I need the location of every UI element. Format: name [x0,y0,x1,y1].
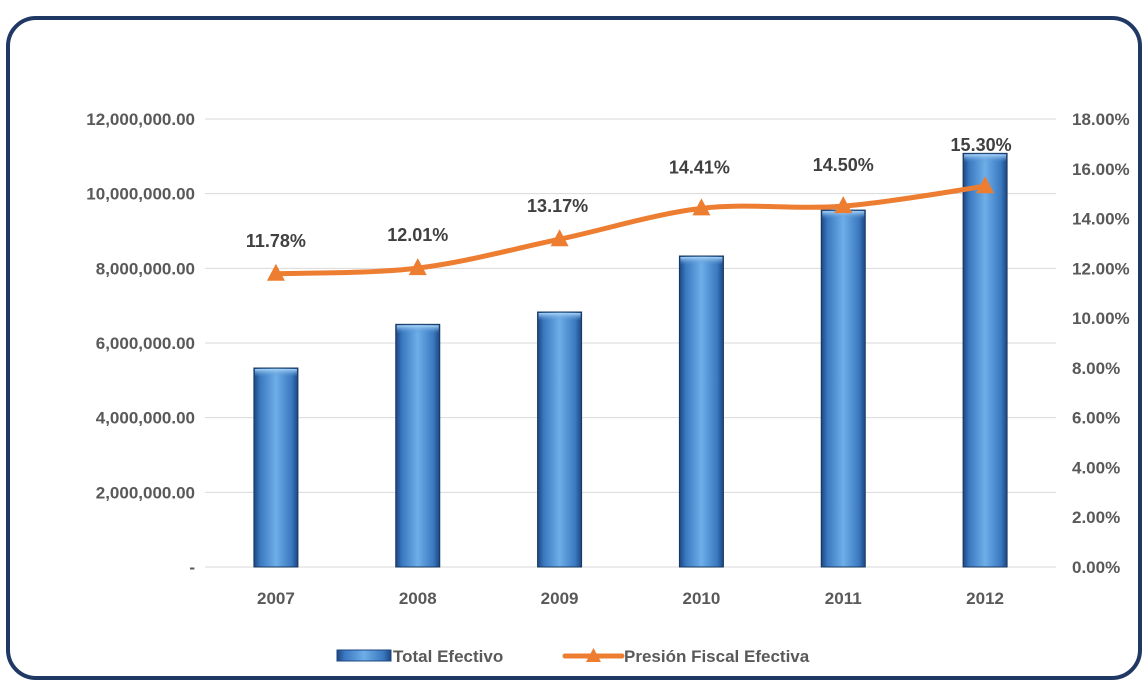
axis-labels: - 2,000,000.00 4,000,000.00 6,000,000.00 8,0… [86,110,1129,608]
line-marker-2012 [976,176,995,194]
right-axis-tick-label: 12.00% [1072,259,1130,278]
right-axis-tick-label: 0.00% [1072,558,1120,577]
left-axis-tick-label: 8,000,000.00 [96,259,195,278]
bar-body [820,209,866,568]
bar-bevel [396,325,439,334]
bar-bevel [822,211,865,220]
data-label: 12.01% [387,225,448,245]
legend-item-total-efectivo: Total Efectivo [336,647,503,666]
right-axis-tick-label: 2.00% [1072,508,1120,527]
bar-body [395,323,441,568]
data-label: 11.78% [246,231,306,251]
line-marker-2007 [266,263,285,281]
data-label: 14.50% [813,155,874,175]
legend-swatch-bar [336,649,392,662]
left-axis-tick-label: 10,000,000.00 [86,185,195,204]
right-axis-tick-label: 16.00% [1072,160,1130,179]
left-axis-tick-label: - [189,558,195,577]
x-axis-tick-label: 2007 [257,589,295,608]
bar-body [253,367,299,568]
x-axis-tick-label: 2008 [399,589,437,608]
x-axis-tick-label: 2012 [966,589,1004,608]
left-axis-tick-label: 4,000,000.00 [96,409,195,428]
data-label: 13.17% [527,196,588,216]
right-axis-tick-label: 14.00% [1072,210,1130,229]
bar-body [678,255,724,568]
bar-2010 [678,255,724,568]
bar-bevel [538,313,581,322]
bar-2011 [820,209,866,568]
data-label: 14.41% [669,157,730,177]
legend-swatch-marker [586,648,601,662]
legend-label-total-efectivo: Total Efectivo [393,647,503,666]
right-axis-tick-label: 6.00% [1072,409,1120,428]
bar-2008 [395,323,441,568]
data-label: 15.30% [951,135,1012,155]
line-presion-fiscal [273,183,988,277]
line-marker-2008 [408,258,427,276]
bar-bevel [254,369,297,378]
right-axis-tick-label: 10.00% [1072,309,1130,328]
line-series [266,176,995,281]
bar-bevel [680,257,723,266]
line-marker-2010 [692,198,711,216]
gridlines [205,118,1056,568]
left-axis-tick-label: 2,000,000.00 [96,483,195,502]
bar-2012 [962,152,1008,568]
right-axis-tick-label: 8.00% [1072,359,1120,378]
bar-bevel [964,154,1007,163]
right-axis-tick-label: 4.00% [1072,458,1120,477]
left-axis-tick-label: 6,000,000.00 [96,334,195,353]
left-axis-tick-label: 12,000,000.00 [86,110,195,129]
bar-series [253,152,1008,568]
data-labels: 11.78% 12.01% 13.17% 14.41% 14.50% 15.30% [246,135,1012,251]
line-marker-2011 [834,196,853,214]
x-axis-tick-label: 2009 [541,589,579,608]
legend-item-presion-fiscal: Presión Fiscal Efectiva [562,647,810,666]
legend: Total Efectivo Presión Fiscal Efectiva [336,647,810,666]
legend-label-presion-fiscal: Presión Fiscal Efectiva [624,647,810,666]
line-marker-2009 [550,229,569,247]
right-axis-tick-label: 18.00% [1072,110,1130,129]
bar-2009 [537,311,583,568]
bar-body [962,152,1008,568]
x-axis-tick-label: 2011 [825,589,862,608]
bar-body [537,311,583,568]
x-axis-tick-label: 2010 [683,589,721,608]
bar-2007 [253,367,299,568]
